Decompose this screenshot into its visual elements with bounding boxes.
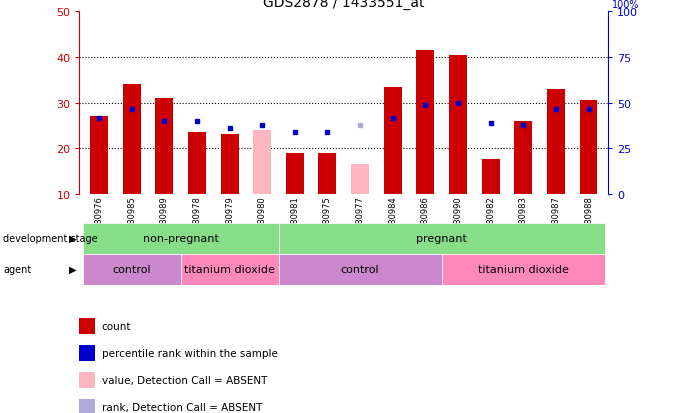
Bar: [351, 164, 369, 194]
Bar: [220, 135, 238, 194]
Text: ▶: ▶: [68, 264, 76, 275]
Bar: [580, 101, 598, 194]
Text: titanium dioxide: titanium dioxide: [184, 264, 275, 275]
Bar: [180, 254, 278, 285]
Text: count: count: [102, 321, 131, 331]
Text: non-pregnant: non-pregnant: [142, 233, 218, 244]
Bar: [442, 254, 605, 285]
Text: pregnant: pregnant: [416, 233, 467, 244]
Title: GDS2878 / 1433551_at: GDS2878 / 1433551_at: [263, 0, 424, 10]
Bar: [384, 88, 401, 194]
Bar: [449, 55, 467, 194]
Bar: [253, 131, 271, 194]
Bar: [278, 223, 605, 254]
Text: agent: agent: [3, 264, 32, 275]
Text: percentile rank within the sample: percentile rank within the sample: [102, 348, 278, 358]
Bar: [286, 153, 304, 194]
Text: ▶: ▶: [68, 233, 76, 244]
Bar: [155, 99, 173, 194]
Text: development stage: development stage: [3, 233, 98, 244]
Text: control: control: [113, 264, 151, 275]
Bar: [547, 90, 565, 194]
Bar: [417, 51, 435, 194]
Bar: [514, 121, 532, 194]
Bar: [482, 160, 500, 194]
Text: value, Detection Call = ABSENT: value, Detection Call = ABSENT: [102, 375, 267, 385]
Bar: [123, 85, 141, 194]
Text: 100%: 100%: [612, 0, 639, 10]
Bar: [83, 254, 180, 285]
Text: rank, Detection Call = ABSENT: rank, Detection Call = ABSENT: [102, 402, 262, 412]
Text: control: control: [341, 264, 379, 275]
Bar: [188, 133, 206, 194]
Bar: [90, 117, 108, 194]
Text: titanium dioxide: titanium dioxide: [477, 264, 569, 275]
Bar: [278, 254, 442, 285]
Bar: [83, 223, 278, 254]
Bar: [319, 153, 337, 194]
